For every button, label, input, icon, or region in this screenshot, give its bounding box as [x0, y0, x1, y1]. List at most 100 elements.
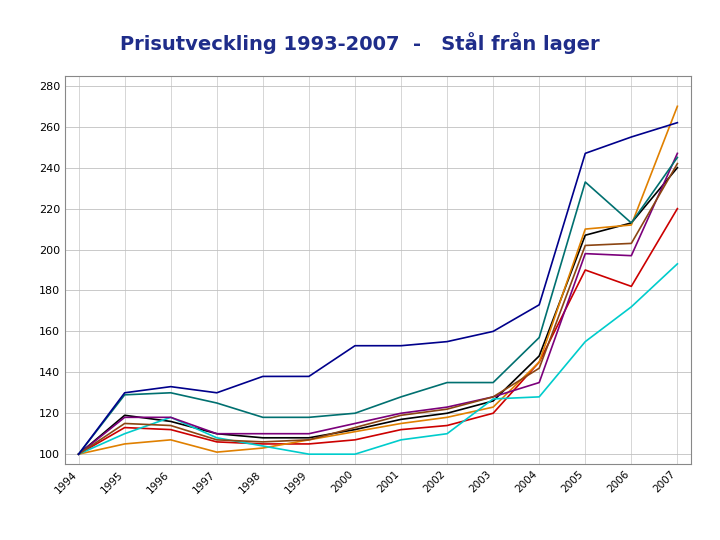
- Varmv plåt: [74, 451, 83, 457]
- Leg konstr stål: [212, 389, 221, 396]
- KKR: [212, 430, 221, 437]
- KKR: [166, 414, 175, 421]
- Line: Stångstål: Stångstål: [78, 164, 678, 454]
- VKR: [74, 451, 83, 457]
- Line: VKR: VKR: [78, 264, 678, 454]
- VKR: [305, 451, 313, 457]
- BALK: [673, 103, 682, 110]
- Stångstål: [535, 365, 544, 372]
- Stångstål: [673, 160, 682, 167]
- Svets prec rör: [443, 379, 451, 386]
- Leg konstr stål: [489, 328, 498, 335]
- Stångstål: [166, 422, 175, 429]
- Stångstål: [489, 394, 498, 400]
- KKR: [305, 430, 313, 437]
- BALK: [258, 445, 267, 451]
- Line: Varmv plåt: Varmv plåt: [78, 168, 678, 454]
- Kv/Vz plåt: [535, 359, 544, 366]
- Stångstål: [443, 406, 451, 413]
- Varmv plåt: [258, 435, 267, 441]
- Svets prec rör: [351, 410, 359, 416]
- Line: Kv/Vz plåt: Kv/Vz plåt: [78, 208, 678, 454]
- VKR: [535, 394, 544, 400]
- Varmv plåt: [166, 418, 175, 424]
- VKR: [673, 261, 682, 267]
- Stångstål: [351, 424, 359, 431]
- KKR: [120, 414, 129, 421]
- Kv/Vz plåt: [305, 441, 313, 447]
- Svets prec rör: [673, 154, 682, 161]
- VKR: [489, 396, 498, 402]
- KKR: [258, 430, 267, 437]
- Varmv plåt: [305, 435, 313, 441]
- Kv/Vz plåt: [212, 438, 221, 445]
- KKR: [397, 410, 405, 416]
- Kv/Vz plåt: [443, 422, 451, 429]
- Leg konstr stål: [673, 119, 682, 126]
- BALK: [74, 451, 83, 457]
- BALK: [351, 428, 359, 435]
- BALK: [535, 359, 544, 366]
- Kv/Vz plåt: [673, 205, 682, 212]
- KKR: [627, 252, 636, 259]
- VKR: [120, 430, 129, 437]
- Kv/Vz plåt: [258, 441, 267, 447]
- Stångstål: [120, 420, 129, 427]
- Varmv plåt: [443, 410, 451, 416]
- KKR: [673, 150, 682, 157]
- VKR: [351, 451, 359, 457]
- Stångstål: [397, 412, 405, 418]
- BALK: [581, 226, 590, 232]
- Svets prec rör: [258, 414, 267, 421]
- Svets prec rör: [212, 400, 221, 406]
- Svets prec rör: [489, 379, 498, 386]
- Svets prec rör: [397, 394, 405, 400]
- BALK: [166, 437, 175, 443]
- Kv/Vz plåt: [397, 427, 405, 433]
- Leg konstr stål: [351, 342, 359, 349]
- Leg konstr stål: [397, 342, 405, 349]
- Leg konstr stål: [166, 383, 175, 390]
- Stångstål: [212, 437, 221, 443]
- Line: Svets prec rör: Svets prec rör: [78, 158, 678, 454]
- Kv/Vz plåt: [489, 410, 498, 416]
- Kv/Vz plåt: [120, 424, 129, 431]
- BALK: [305, 437, 313, 443]
- KKR: [535, 379, 544, 386]
- Kv/Vz plåt: [166, 427, 175, 433]
- Kv/Vz plåt: [627, 283, 636, 289]
- VKR: [258, 443, 267, 449]
- Svets prec rör: [627, 220, 636, 226]
- KKR: [443, 404, 451, 410]
- Kv/Vz plåt: [351, 437, 359, 443]
- Leg konstr stål: [627, 134, 636, 140]
- Stångstål: [258, 438, 267, 445]
- Svets prec rör: [581, 179, 590, 185]
- KKR: [489, 394, 498, 400]
- Svets prec rör: [305, 414, 313, 421]
- Leg konstr stål: [581, 150, 590, 157]
- Varmv plåt: [351, 427, 359, 433]
- Stångstål: [581, 242, 590, 249]
- Varmv plåt: [397, 416, 405, 423]
- Stångstål: [305, 437, 313, 443]
- Varmv plåt: [535, 353, 544, 359]
- Leg konstr stål: [74, 451, 83, 457]
- BALK: [489, 404, 498, 410]
- BALK: [120, 441, 129, 447]
- Leg konstr stål: [258, 373, 267, 380]
- Varmv plåt: [581, 232, 590, 239]
- KKR: [581, 251, 590, 257]
- Leg konstr stål: [535, 301, 544, 308]
- Varmv plåt: [627, 220, 636, 226]
- Varmv plåt: [673, 165, 682, 171]
- Text: Prisutveckling 1993-2007  -   Stål från lager: Prisutveckling 1993-2007 - Stål från lag…: [120, 32, 600, 54]
- BALK: [443, 414, 451, 421]
- Stångstål: [627, 240, 636, 247]
- Leg konstr stål: [305, 373, 313, 380]
- VKR: [581, 339, 590, 345]
- Kv/Vz plåt: [74, 451, 83, 457]
- Line: Leg konstr stål: Leg konstr stål: [78, 123, 678, 454]
- VKR: [166, 414, 175, 421]
- Varmv plåt: [120, 412, 129, 418]
